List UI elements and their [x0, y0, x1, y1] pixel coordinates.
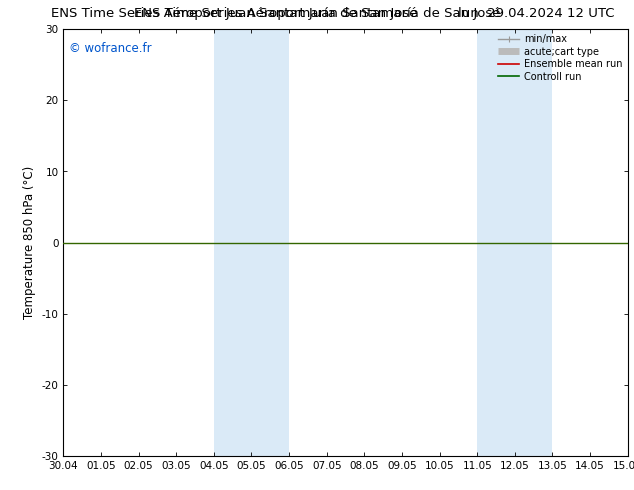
Y-axis label: Temperature 850 hPa (°C): Temperature 850 hPa (°C) — [23, 166, 36, 319]
Text: © wofrance.fr: © wofrance.fr — [69, 42, 152, 55]
Bar — [477, 29, 552, 456]
Text: lun. 29.04.2024 12 UTC: lun. 29.04.2024 12 UTC — [458, 7, 615, 21]
Bar — [214, 29, 289, 456]
Text: ENS Time Series Aéroport Juan Santamaría de San José: ENS Time Series Aéroport Juan Santamaría… — [134, 7, 500, 21]
Legend: min/max, acute;cart type, Ensemble mean run, Controll run: min/max, acute;cart type, Ensemble mean … — [496, 32, 624, 83]
Text: ENS Time Series Aéroport Juan Santamaría de San José: ENS Time Series Aéroport Juan Santamaría… — [51, 7, 417, 21]
